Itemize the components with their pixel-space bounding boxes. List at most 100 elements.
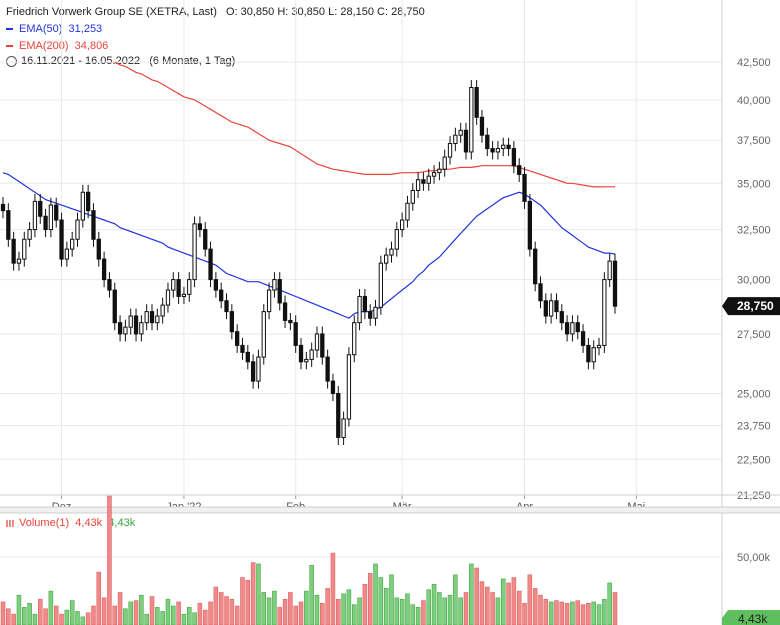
candle-body xyxy=(426,175,431,184)
volume-bar xyxy=(304,590,309,625)
volume-bar xyxy=(383,588,389,625)
ema200-swatch xyxy=(6,45,13,48)
volume-bar xyxy=(6,608,11,625)
volume-bar xyxy=(453,574,458,625)
volume-bar xyxy=(48,590,54,625)
volume-bar xyxy=(0,601,6,625)
volume-bar xyxy=(277,607,282,625)
candle-body xyxy=(192,223,197,281)
volume-bar xyxy=(346,589,352,625)
candle-body xyxy=(458,129,463,136)
volume-bar xyxy=(43,608,48,625)
volume-bar xyxy=(288,592,293,625)
candle-body xyxy=(538,283,543,302)
candle-body xyxy=(463,129,469,153)
candle-body xyxy=(256,356,261,382)
volume-bar xyxy=(373,563,378,625)
candle-body xyxy=(101,258,107,281)
volume-bar xyxy=(532,588,538,625)
volume-bar xyxy=(213,586,219,625)
volume-bar xyxy=(96,571,102,625)
candle-body xyxy=(70,238,75,250)
candle-body xyxy=(511,148,517,167)
candle-body xyxy=(240,344,245,353)
y-tick-label: 30,000 xyxy=(737,275,771,287)
volume-bar xyxy=(330,552,336,625)
period-interval: (6 Monate, 1 Tag) xyxy=(149,55,236,67)
candle-body xyxy=(282,302,288,321)
volume-bar xyxy=(32,613,38,625)
candle-body xyxy=(336,392,341,438)
candle-body xyxy=(197,223,203,231)
instrument-name: Friedrich Vorwerk Group SE (XETRA, Last) xyxy=(6,6,217,18)
candle-body xyxy=(320,333,325,358)
ohlc-values: O: 30,850 H: 30,850 L: 28,150 C: 28,750 xyxy=(225,6,425,18)
candle-body xyxy=(527,200,533,250)
volume-bar xyxy=(511,577,517,625)
volume-bar xyxy=(144,613,149,625)
candle-body xyxy=(16,258,22,264)
volume-bar xyxy=(495,597,501,625)
candle-body xyxy=(570,322,575,335)
candle-body xyxy=(144,311,149,324)
candle-body xyxy=(554,300,559,313)
volume-bar xyxy=(591,601,596,625)
volume-icon xyxy=(6,519,14,527)
y-tick-label: 35,000 xyxy=(737,178,771,190)
volume-bar xyxy=(123,608,128,625)
candle-body xyxy=(490,148,495,153)
candle-body xyxy=(405,202,410,221)
volume-bar xyxy=(367,573,373,625)
y-tick-label: 22,500 xyxy=(737,454,771,466)
candle-body xyxy=(373,306,378,319)
ema200-label: EMA(200) xyxy=(19,40,69,52)
candle-body xyxy=(112,289,117,324)
last-price-label: 28,750 xyxy=(737,299,774,313)
candle-body xyxy=(357,295,362,324)
candle-body xyxy=(22,238,27,260)
volume-bar xyxy=(197,603,203,625)
volume-bar xyxy=(229,598,235,625)
volume-bar xyxy=(399,598,405,625)
candle-body xyxy=(208,248,213,281)
candle-body xyxy=(309,349,314,360)
candle-body xyxy=(575,322,580,333)
ema50-swatch xyxy=(6,28,13,31)
volume-bar xyxy=(548,601,554,625)
candle-body xyxy=(325,356,330,382)
candle-body xyxy=(288,319,293,324)
period-range: 16.11.2021 - 16.05.2022 xyxy=(21,55,141,67)
candle-body xyxy=(495,148,501,153)
candle-body xyxy=(229,311,234,333)
candle-body xyxy=(447,143,453,158)
volume-bar xyxy=(607,582,612,625)
volume-bar xyxy=(602,598,607,625)
volume-bar xyxy=(155,607,160,625)
candle-body xyxy=(117,322,123,335)
volume-bar xyxy=(202,609,208,625)
volume-bar xyxy=(564,603,570,625)
legend-ema50: EMA(50) 31,253 xyxy=(6,23,102,35)
volume-bar xyxy=(80,616,86,625)
y-tick-label: 25,000 xyxy=(737,388,771,400)
volume-bar xyxy=(341,593,346,625)
volume-bar xyxy=(192,612,197,625)
candle-body xyxy=(11,238,16,264)
candle-body xyxy=(506,144,511,150)
candle-body xyxy=(437,168,442,174)
ema200-value: 34,806 xyxy=(74,40,109,52)
volume-bar xyxy=(612,592,618,625)
volume-bar xyxy=(160,611,165,625)
candle-body xyxy=(586,344,591,363)
candle-body xyxy=(522,173,527,202)
legend-volume: Volume(1) 4,43k 4,43k xyxy=(6,517,135,529)
candle-body xyxy=(155,315,160,324)
volume-bar xyxy=(38,598,43,625)
y-tick-label: 37,500 xyxy=(737,135,771,147)
candle-body xyxy=(410,189,415,204)
candle-body xyxy=(304,358,309,363)
candle-body xyxy=(368,311,373,319)
volume-bar xyxy=(357,597,362,625)
candle-body xyxy=(80,191,85,221)
